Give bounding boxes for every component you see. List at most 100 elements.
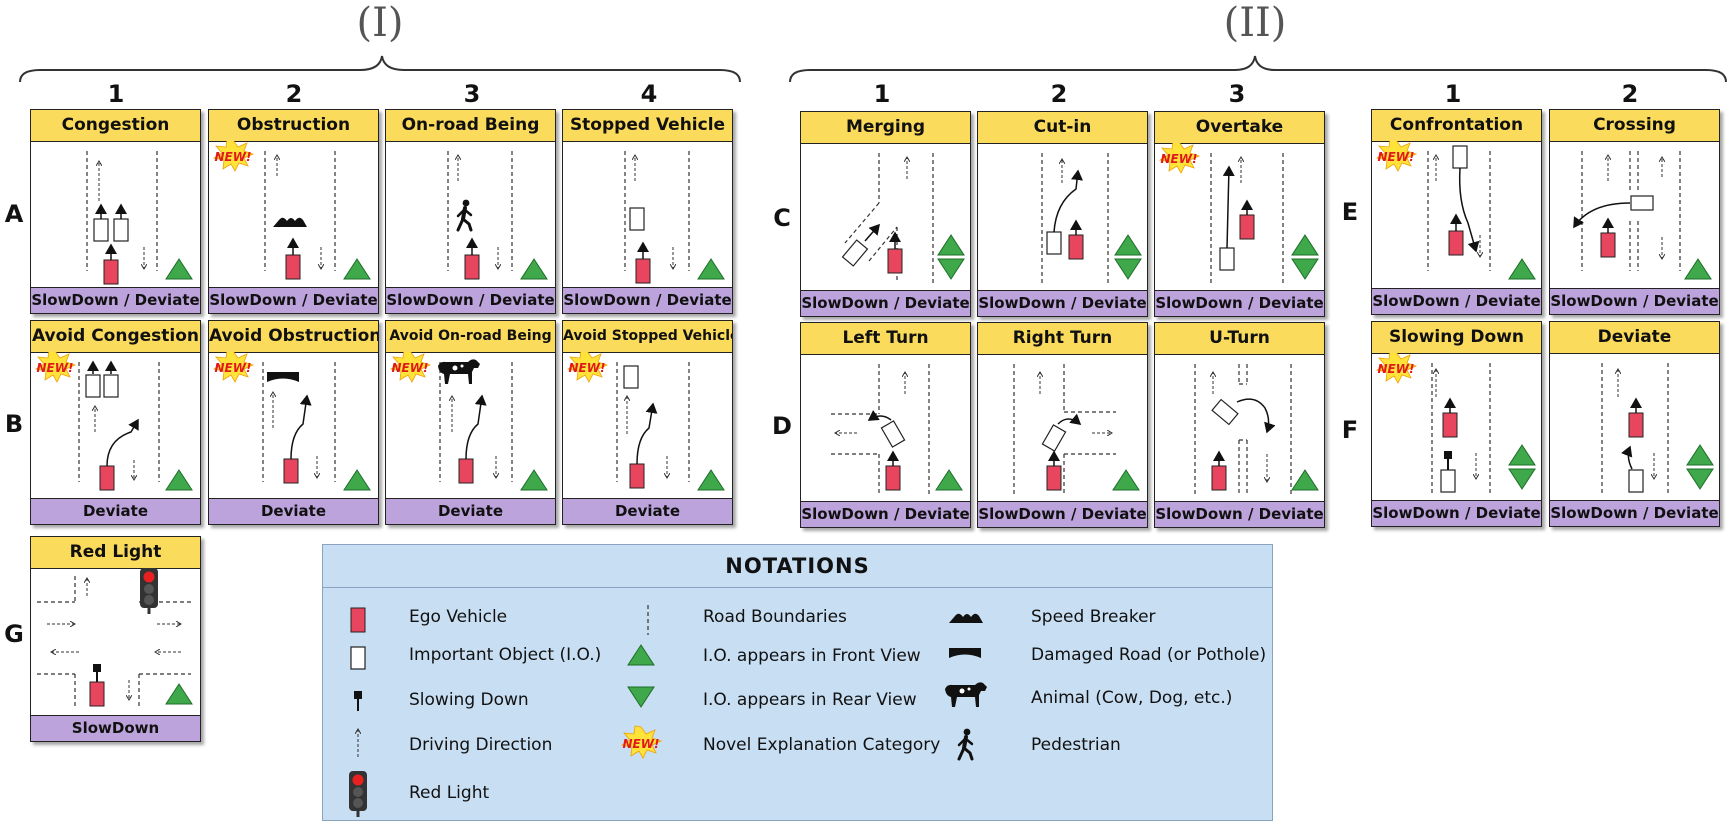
scenario-diagram: NEW! (1376, 141, 1536, 280)
important-object-icon (113, 218, 129, 242)
ego-vehicle-icon (464, 254, 480, 280)
column-label-i-4: 4 (640, 80, 658, 108)
ego-vehicle-icon (1448, 230, 1464, 256)
card-c2-cut-in: Cut-in SlowDown / Deviate (977, 111, 1148, 317)
slowing-down-icon (1444, 451, 1452, 471)
column-label-ii-right-2: 2 (1621, 80, 1639, 108)
ego-vehicle-icon (1239, 214, 1255, 240)
front-view-triangle-icon (1112, 469, 1140, 491)
card-title: Crossing (1550, 110, 1719, 142)
pedestrian-icon (957, 726, 974, 761)
front-view-triangle-icon (1508, 258, 1536, 280)
card-c3-overtake: Overtake NEW! SlowDown / Deviate (1154, 111, 1325, 317)
legend-label-speed-breaker: Speed Breaker (1031, 607, 1156, 627)
legend-label-driving-direction: Driving Direction (409, 735, 553, 755)
row-label-b: B (4, 410, 24, 438)
front-view-triangle-icon (520, 258, 548, 280)
card-d3-u-turn: U-Turn SlowDown / Deviate (1154, 322, 1325, 528)
card-d2-right-turn: Right Turn SlowDown / Deviate (977, 322, 1148, 528)
front-rear-triangle-icon (1291, 234, 1319, 280)
new-badge-text: NEW! (37, 361, 74, 375)
card-footer: SlowDown / Deviate (1372, 500, 1541, 526)
new-badge-text: NEW! (1378, 362, 1415, 376)
card-footer: SlowDown / Deviate (1550, 500, 1719, 526)
driving-direction-icon (343, 723, 373, 757)
rear-view-triangle-icon (627, 686, 655, 708)
front-rear-triangle-icon (1686, 444, 1714, 490)
brace-group-i (19, 55, 741, 83)
notations-title: NOTATIONS (323, 545, 1272, 588)
legend-label-rear-view: I.O. appears in Rear View (703, 690, 917, 710)
ego-vehicle-icon (887, 248, 903, 274)
front-rear-triangle-icon (1508, 444, 1536, 490)
important-object-icon (103, 374, 119, 398)
card-footer: SlowDown / Deviate (978, 501, 1147, 527)
column-label-ii-3: 3 (1228, 80, 1246, 108)
column-label-ii-right-1: 1 (1444, 80, 1462, 108)
card-title: Merging (801, 112, 970, 144)
card-f2-deviate: Deviate SlowDown / Deviate (1549, 321, 1720, 527)
slowing-down-icon (354, 691, 362, 711)
front-view-triangle-icon (520, 469, 548, 491)
pedestrian-icon (456, 197, 473, 232)
row-label-c: C (773, 204, 791, 232)
scenario-diagram: NEW! (213, 141, 371, 280)
brace-group-ii (789, 55, 1727, 83)
legend-label-novel-category: Novel Explanation Category (703, 735, 941, 755)
ego-vehicle-icon (103, 259, 119, 285)
row-label-a: A (4, 200, 24, 228)
card-title: Left Turn (801, 323, 970, 355)
card-title: Avoid On-road Being (386, 321, 555, 353)
card-title: Avoid Stopped Vehicle (563, 321, 732, 353)
important-object-icon (85, 374, 101, 398)
important-object-icon (93, 218, 109, 242)
scenario-diagram: NEW! (390, 352, 548, 491)
new-badge-text: NEW! (215, 150, 252, 164)
group-label-i: (I) (356, 0, 404, 46)
card-title: Cut-in (978, 112, 1147, 144)
animal-icon (438, 359, 480, 384)
row-label-d: D (772, 412, 792, 440)
front-view-triangle-icon (697, 469, 725, 491)
road-boundaries-icon (647, 605, 649, 635)
card-title: Confrontation (1372, 110, 1541, 142)
scenario-diagram: NEW! (213, 352, 371, 491)
card-footer: SlowDown / Deviate (978, 290, 1147, 316)
important-object-icon (1440, 469, 1456, 493)
legend-label-important-object: Important Object (I.O.) (409, 645, 602, 665)
ego-vehicle-icon (458, 458, 474, 484)
scenario-diagram (1013, 364, 1140, 494)
card-footer: Deviate (563, 498, 732, 524)
card-footer: SlowDown / Deviate (563, 287, 732, 313)
card-a1-congestion: Congestion SlowDown / Deviate (30, 109, 201, 314)
new-badge-text: NEW! (569, 361, 606, 375)
card-footer: Deviate (209, 498, 378, 524)
card-title: U-Turn (1155, 323, 1324, 355)
ego-vehicle-icon (1211, 465, 1227, 491)
new-badge-text: NEW! (1378, 150, 1415, 164)
card-footer: SlowDown / Deviate (1155, 290, 1324, 316)
scenario-diagram: NEW! (567, 352, 725, 491)
card-footer: SlowDown (31, 715, 200, 741)
card-title: Red Light (31, 537, 200, 569)
ego-vehicle-icon (1600, 232, 1616, 258)
animal-icon (945, 682, 987, 707)
scenario-diagram (1573, 151, 1712, 280)
row-label-g: G (4, 620, 24, 648)
new-badge-text: NEW! (1161, 152, 1198, 166)
ego-vehicle-icon (99, 465, 115, 491)
new-badge-text: NEW! (215, 361, 252, 375)
legend-label-animal: Animal (Cow, Dog, etc.) (1031, 688, 1233, 708)
column-label-i-2: 2 (285, 80, 303, 108)
scenario-diagram (86, 151, 193, 285)
important-object-icon (841, 239, 869, 267)
damaged-road-icon (267, 372, 299, 382)
new-badge-text: NEW! (623, 737, 660, 751)
card-a3-on-road-being: On-road Being SlowDown / Deviate (385, 109, 556, 314)
card-e2-crossing: Crossing SlowDown / Deviate (1549, 109, 1720, 315)
legend-label-slowing-down: Slowing Down (409, 690, 529, 710)
scenario-diagram (841, 153, 965, 283)
card-footer: SlowDown / Deviate (801, 290, 970, 316)
row-label-f: F (1341, 416, 1359, 444)
card-title: Congestion (31, 110, 200, 142)
